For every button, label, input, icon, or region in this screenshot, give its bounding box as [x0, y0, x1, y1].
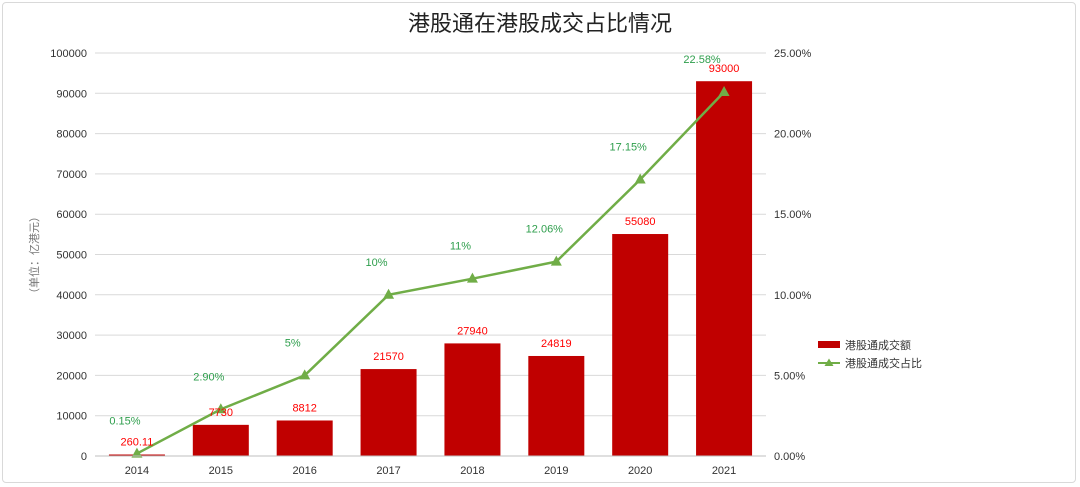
data-labels: 260.11 7730 8812 21570 27940 24819 55080 93000 0… [109, 54, 739, 448]
bar-value-label: 260.11 [121, 437, 154, 449]
y-tick-label: 90000 [56, 88, 87, 100]
line-value-label: 10% [366, 257, 388, 269]
y2-tick-label: 20.00% [774, 129, 812, 141]
bar [276, 420, 333, 456]
line-value-label: 12.06% [526, 224, 564, 236]
bar-value-label: 55080 [625, 216, 656, 228]
y-tick-label: 50000 [56, 250, 87, 262]
bar [360, 369, 417, 456]
legend-line-label: 港股通成交占比 [845, 356, 922, 370]
y-tick-label: 30000 [56, 330, 87, 342]
y-tick-label: 80000 [56, 129, 87, 141]
bar-value-label: 27940 [457, 325, 488, 337]
line-value-label: 5% [285, 337, 301, 349]
line-marker [383, 288, 395, 299]
y2-tick-label: 5.00% [774, 370, 805, 382]
x-tick-label: 2014 [125, 465, 149, 477]
legend: 港股通成交额 港股通成交占比 [818, 338, 922, 370]
line-value-label: 0.15% [109, 416, 140, 428]
y2-tick-label: 0.00% [774, 451, 805, 463]
legend-bar-swatch [818, 341, 840, 348]
y-tick-label: 0 [81, 451, 87, 463]
bar [696, 81, 753, 457]
x-tick-label: 2017 [376, 465, 400, 477]
y-tick-label: 60000 [56, 209, 87, 221]
x-tick-label: 2018 [460, 465, 484, 477]
y-axis-label: （单位：亿港元） [27, 211, 41, 299]
x-tick-label: 2016 [292, 465, 316, 477]
legend-line-marker [824, 358, 834, 366]
y2-tick-label: 15.00% [774, 209, 812, 221]
bar-value-label: 21570 [373, 351, 404, 363]
y-tick-label: 70000 [56, 169, 87, 181]
y2-tick-label: 25.00% [774, 48, 812, 60]
y-tick-label: 100000 [50, 48, 87, 60]
bar [192, 424, 249, 456]
line-marker [550, 255, 562, 266]
x-tick-label: 2020 [628, 465, 652, 477]
axes: 0 10000 20000 30000 40000 50000 60000 70000 8000… [50, 48, 811, 477]
line-value-label: 17.15% [610, 142, 648, 154]
line-marker [215, 403, 227, 414]
y2-tick-label: 10.00% [774, 290, 812, 302]
line-path [136, 91, 725, 455]
bar [528, 355, 585, 456]
x-tick-label: 2021 [712, 465, 736, 477]
line-marker [299, 369, 311, 380]
line-marker [466, 272, 478, 283]
x-tick-label: 2015 [209, 465, 233, 477]
legend-bar-label: 港股通成交额 [845, 338, 911, 352]
y-tick-label: 10000 [56, 411, 87, 423]
line-value-label: 22.58% [683, 54, 721, 66]
y-tick-label: 20000 [56, 370, 87, 382]
bar-series [108, 81, 753, 457]
bar-value-label: 7730 [209, 407, 233, 419]
x-tick-label: 2019 [544, 465, 568, 477]
line-marker [634, 173, 646, 184]
bar-value-label: 93000 [709, 63, 740, 75]
bar [612, 234, 669, 456]
line-series [131, 86, 730, 458]
line-value-label: 2.90% [193, 371, 224, 383]
bar-value-label: 24819 [541, 338, 572, 350]
line-marker [131, 447, 143, 458]
chart-title: 港股通在港股成交占比情况 [408, 12, 672, 37]
line-marker [718, 86, 730, 97]
line-value-label: 11% [450, 241, 471, 253]
bar [444, 343, 501, 456]
y-tick-label: 40000 [56, 290, 87, 302]
bar-value-label: 8812 [292, 402, 316, 414]
